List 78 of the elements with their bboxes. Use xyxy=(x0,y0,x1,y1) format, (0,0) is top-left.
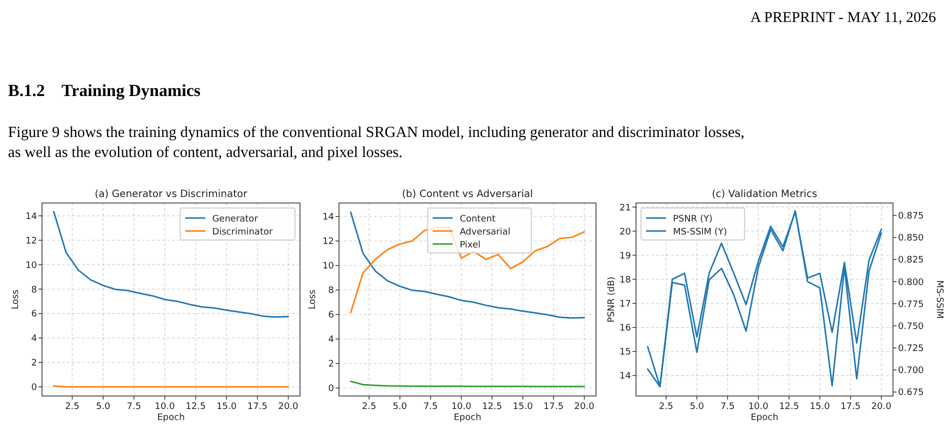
x-tick-label: 10.0 xyxy=(748,402,769,412)
y-tick-label: 6 xyxy=(31,310,38,320)
y2-tick-label: 0.775 xyxy=(898,300,924,310)
y-tick-label: 6 xyxy=(328,310,334,321)
chart-title: (b) Content vs Adversarial xyxy=(402,189,533,200)
y2-tick-label: 0.700 xyxy=(898,366,924,376)
y2-tick-label: 0.875 xyxy=(898,212,924,222)
y-tick-label: 14 xyxy=(620,372,632,382)
y-tick-label: 4 xyxy=(31,334,38,344)
x-tick-label: 5.0 xyxy=(96,402,111,412)
x-tick-label: 15.0 xyxy=(216,402,237,412)
y-tick-label: 20 xyxy=(620,227,632,238)
y-axis-title: PSNR (dB) xyxy=(607,276,617,322)
y2-tick-label: 0.850 xyxy=(898,234,924,244)
x-tick-label: 17.5 xyxy=(247,402,268,412)
x-tick-label: 12.5 xyxy=(482,402,502,412)
y-tick-label: 2 xyxy=(31,358,37,369)
y-tick-label: 10 xyxy=(322,262,334,272)
legend-label: Adversarial xyxy=(460,228,510,238)
y2-tick-label: 0.800 xyxy=(898,278,924,288)
y-tick-label: 8 xyxy=(328,286,334,296)
x-tick-label: 20.0 xyxy=(871,402,892,412)
y-tick-label: 4 xyxy=(328,335,334,346)
y-tick-label: 21 xyxy=(620,203,631,214)
y-tick-label: 10 xyxy=(26,260,38,271)
y-tick-label: 14 xyxy=(26,212,38,222)
y2-axis-title: MS-SSIM xyxy=(934,280,944,319)
y-tick-label: 0 xyxy=(31,383,38,394)
x-tick-label: 12.5 xyxy=(186,402,206,412)
legend-label: Pixel xyxy=(460,240,481,250)
x-tick-label: 10.0 xyxy=(154,402,176,412)
y-tick-label: 8 xyxy=(31,285,38,296)
x-axis-title: Epoch xyxy=(750,413,778,423)
x-tick-label: 15.0 xyxy=(810,402,830,412)
y-tick-label: 14 xyxy=(322,212,334,223)
x-tick-label: 17.5 xyxy=(544,402,564,412)
legend-label: PSNR (Y) xyxy=(673,214,713,224)
x-tick-label: 2.5 xyxy=(65,402,80,412)
caption: Figure 9 shows the training dynamics of the conventional SRGAN model, including generator and discriminator losses, xyxy=(8,124,744,141)
y-tick-label: 17 xyxy=(620,300,631,310)
x-tick-label: 5.0 xyxy=(690,402,704,412)
text: A PREPRINT - MAY 11, 2026 xyxy=(750,10,936,26)
y2-tick-label: 0.750 xyxy=(898,322,924,332)
y2-tick-label: 0.825 xyxy=(898,256,924,266)
legend-label: Discriminator xyxy=(212,228,273,238)
legend-label: MS-SSIM (Y) xyxy=(673,228,727,238)
x-tick-label: 7.5 xyxy=(423,402,438,412)
x-tick-label: 10.0 xyxy=(451,402,472,412)
y-axis-title: Loss xyxy=(11,289,21,310)
x-tick-label: 15.0 xyxy=(512,402,534,412)
x-tick-label: 2.5 xyxy=(658,402,674,412)
y-tick-label: 12 xyxy=(322,237,334,248)
x-tick-label: 20.0 xyxy=(574,402,595,412)
text: as well as the evolution of content, adversarial, and pixel losses. xyxy=(8,144,402,161)
y-tick-label: 15 xyxy=(620,348,631,358)
legend-label: Generator xyxy=(212,214,258,224)
x-axis-title: Epoch xyxy=(454,413,482,423)
chart-title: (a) Generator vs Discriminator xyxy=(94,189,248,200)
y-tick-label: 18 xyxy=(620,275,632,286)
y-tick-label: 2 xyxy=(328,360,334,370)
x-tick-label: 2.5 xyxy=(362,402,376,412)
x-tick-label: 7.5 xyxy=(720,402,735,412)
y-tick-label: 16 xyxy=(620,324,632,334)
y2-tick-label: 0.675 xyxy=(898,388,924,398)
y2-tick-label: 0.725 xyxy=(898,344,924,354)
x-axis-title: Epoch xyxy=(157,413,185,423)
x-tick-label: 20.0 xyxy=(278,402,299,412)
chart-title: (c) Validation Metrics xyxy=(712,189,818,200)
y-tick-label: 19 xyxy=(620,251,632,262)
y-tick-label: 0 xyxy=(328,384,334,394)
y-axis-title: Loss xyxy=(308,289,318,310)
legend-label: Content xyxy=(460,214,496,224)
x-tick-label: 17.5 xyxy=(840,402,861,412)
text: B.1.2 Training Dynamics xyxy=(8,81,201,100)
y-tick-label: 12 xyxy=(26,236,37,246)
x-tick-label: 5.0 xyxy=(392,402,408,412)
x-tick-label: 7.5 xyxy=(126,402,142,412)
x-tick-label: 12.5 xyxy=(779,402,800,412)
